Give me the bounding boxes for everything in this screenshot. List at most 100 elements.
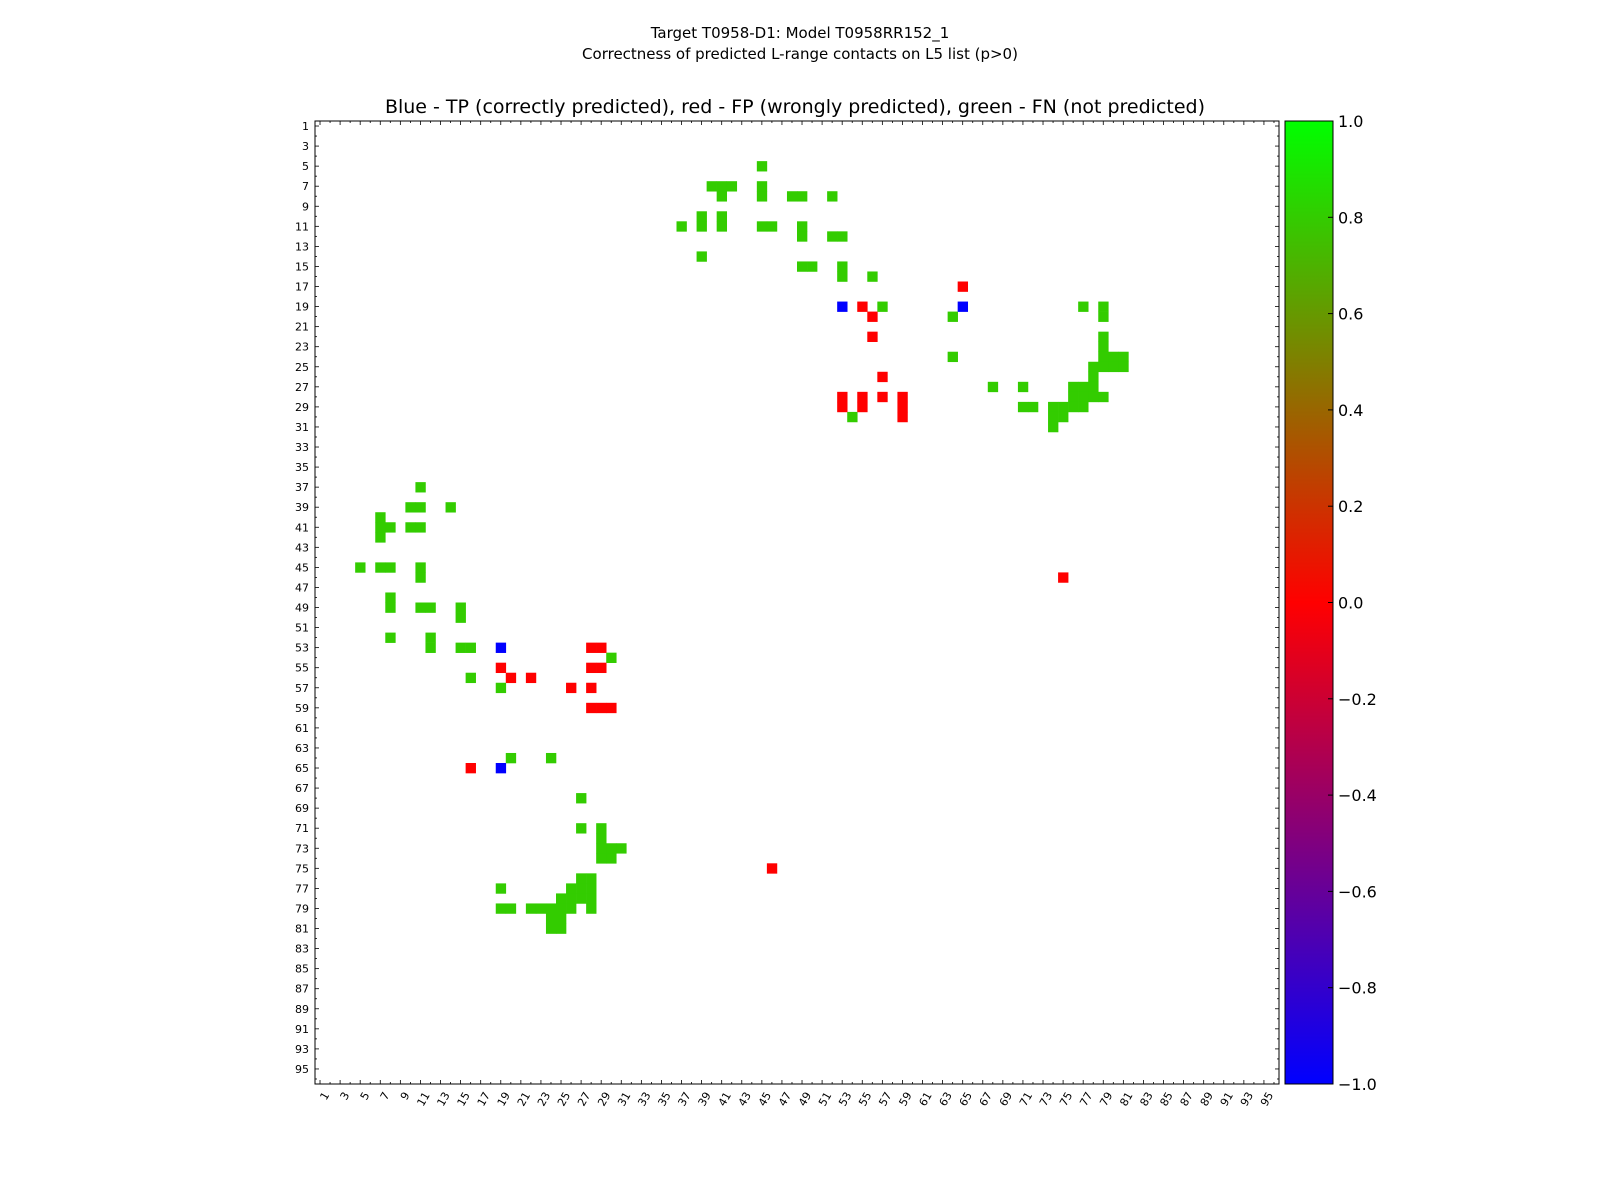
y-tick-label: 71 [295,822,309,835]
contact-cell-fn [616,843,627,854]
colorbar-tick-label: 0.6 [1338,305,1363,324]
x-tick-label: 61 [917,1090,935,1109]
y-tick-label: 93 [295,1043,309,1056]
contact-cell-fp [867,311,878,322]
x-tick-label: 73 [1037,1090,1055,1109]
contact-cell-fn [766,221,778,232]
contact-cell-fn [415,502,426,513]
y-tick-label: 77 [295,882,309,895]
contact-cell-fn [1088,361,1099,373]
contact-cell-fn [556,913,567,924]
y-tick-label: 55 [295,662,309,675]
contact-cell-fn [676,221,687,232]
colorbar-tick-label: 0.2 [1338,497,1363,516]
contact-cell-fn [1088,381,1099,393]
contact-cell-fp [857,391,868,403]
contact-cell-fn [947,311,958,322]
colorbar-tick-label: 0.4 [1338,401,1363,420]
x-tick-label: 59 [896,1090,914,1109]
contact-cell-fn [1098,351,1109,363]
y-tick-label: 35 [295,461,309,474]
contact-cell-fp [897,391,908,403]
x-tick-label: 55 [856,1090,874,1109]
contact-cell-fp [857,301,868,312]
contact-cell-fn [566,893,577,904]
contact-cell-fn [716,211,728,222]
contact-cell-fn [385,562,396,573]
axis-ticks: 1357911131517192123252729313335373941434… [295,120,1279,1108]
contact-cell-fn [535,903,547,914]
contact-cell-fn [1058,401,1069,413]
colorbar-tick-label: 0.0 [1338,594,1363,613]
contact-cell-fn [375,562,386,573]
x-tick-label: 17 [475,1090,493,1109]
contact-cell-fn [797,261,808,272]
contact-cell-fp [566,682,577,694]
contact-cell-fn [847,411,858,423]
contact-cell-fn [1078,381,1089,393]
x-tick-label: 77 [1077,1090,1095,1109]
y-tick-label: 59 [295,702,309,715]
suptitle-line-1: Target T0958-D1: Model T0958RR152_1 [650,24,950,43]
contact-cell-fn [425,642,436,653]
contact-cell-fn [797,231,808,242]
contact-cell-fn [405,502,416,513]
x-tick-label: 53 [836,1090,854,1109]
contact-cell-fn [1108,351,1119,363]
contact-cell-tp [495,642,507,653]
x-tick-label: 19 [495,1090,513,1109]
contact-cell-fp [465,763,476,774]
contact-cell-fn [1098,311,1109,322]
contact-cell-fp [586,662,597,674]
contact-cell-fn [415,482,426,493]
x-tick-label: 13 [435,1090,453,1109]
contact-cell-fn [1088,391,1099,403]
colorbar-tick-label: −0.6 [1338,882,1377,901]
contact-cell-fn [556,903,567,914]
contact-cell-fn [576,873,587,884]
y-tick-label: 75 [295,862,309,875]
contact-cell-fn [495,883,507,894]
contact-cell-fp [586,642,597,653]
contact-cell-fn [1108,361,1119,373]
contact-cell-fn [1098,361,1109,373]
contact-cell-fn [756,161,768,172]
colorbar-tick-label: −0.8 [1338,979,1377,998]
x-tick-label: 3 [338,1090,353,1103]
y-tick-label: 29 [295,401,309,414]
contact-cell-fn [495,682,507,694]
y-tick-label: 91 [295,1023,309,1036]
y-tick-label: 37 [295,481,309,494]
contact-cell-fn [425,602,436,613]
contact-cell-fn [405,522,416,533]
contact-cell-fn [756,221,768,232]
x-tick-label: 71 [1017,1090,1035,1109]
contact-cell-fp [837,391,848,403]
y-tick-label: 45 [295,561,309,574]
x-tick-label: 31 [615,1090,633,1109]
x-tick-label: 35 [655,1090,673,1109]
contact-cell-fn [375,522,386,533]
contact-cell-fn [837,231,848,242]
contact-cell-fn [545,903,557,914]
contact-cell-fn [786,191,798,202]
colorbar-tick-label: −1.0 [1338,1075,1377,1094]
plot-frame [314,120,1280,1085]
contact-cell-fn [415,522,426,533]
contact-cell-fn [1098,301,1109,312]
contact-cell-fp [495,662,507,674]
y-tick-label: 11 [295,220,309,233]
contact-cell-fp [1058,572,1069,583]
contact-cell-fn [1118,361,1129,373]
contact-cell-fn [837,271,848,282]
contact-cell-fn [385,592,396,603]
y-tick-label: 63 [295,742,309,755]
y-tick-label: 1 [302,120,309,133]
contact-cell-fn [425,632,436,643]
y-tick-label: 23 [295,341,309,354]
plot-background [315,121,1279,1084]
contact-cell-fn [1048,421,1059,433]
colorbar: 1.0 0.8 0.6 0.4 0.2 0.0 −0.2 −0.4 −0.6 −0.8 −1.0 [1284,112,1377,1094]
x-tick-label: 27 [575,1090,593,1109]
y-tick-label: 81 [295,923,309,936]
